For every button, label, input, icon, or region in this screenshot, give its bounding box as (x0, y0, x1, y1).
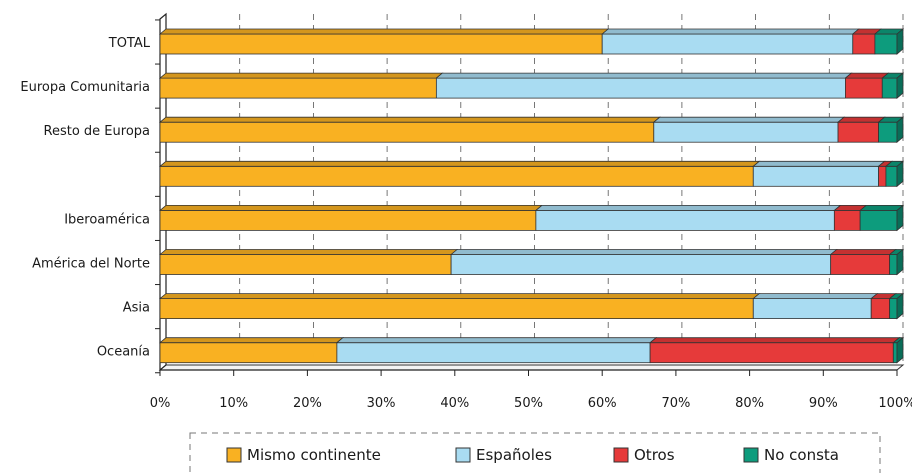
bar-segment (159, 254, 452, 275)
bar-segment-top (335, 337, 658, 344)
bar-end-side (896, 72, 904, 99)
bar-segment (878, 165, 887, 187)
bar-end-side (896, 160, 904, 188)
bar-segment-top (450, 249, 838, 255)
bar-segment (159, 342, 338, 364)
bar-segment-top (158, 249, 459, 255)
bar-segment (889, 298, 898, 320)
legend-swatch (613, 447, 629, 463)
bar-segment (859, 209, 898, 231)
bar-segment-top (752, 160, 886, 167)
bar-segment-top (752, 293, 879, 299)
bar-segment (833, 209, 861, 231)
bar-segment (837, 121, 879, 143)
category-label: Oceanía (97, 345, 150, 360)
bar-segment (159, 209, 537, 231)
bar-segment (159, 121, 655, 143)
bar-segment (752, 165, 879, 187)
bar-segment (878, 121, 898, 143)
bar-end-side (896, 116, 904, 144)
x-tick-label: 40% (440, 396, 469, 411)
bar-segment-top (649, 337, 901, 344)
bar-segment-top (534, 205, 842, 211)
bar-segment (159, 298, 754, 320)
legend-box (189, 432, 881, 473)
x-tick-label: 0% (150, 396, 171, 411)
bar-segment-top (158, 337, 344, 344)
bar-segment-top (435, 72, 853, 79)
plot-left-wall (159, 12, 167, 372)
category-label: Resto de Europa (44, 124, 150, 139)
legend-label: No consta (764, 446, 839, 464)
x-tick-label: 20% (293, 396, 322, 411)
x-tick-label: 50% (514, 396, 543, 411)
bar-segment-top (158, 205, 543, 211)
bar-segment (159, 77, 437, 99)
legend-swatch (226, 447, 242, 463)
x-tick-label: 70% (661, 396, 690, 411)
x-tick-label: 90% (809, 396, 838, 411)
bar-segment (892, 342, 898, 364)
bar-segment (752, 298, 872, 320)
bar-segment (649, 342, 894, 364)
bar-segment (159, 165, 754, 187)
x-tick-label: 10% (219, 396, 248, 411)
bar-segment (852, 33, 876, 55)
category-label: Europa Comunitaria (20, 80, 150, 95)
bar-segment-top (836, 116, 886, 123)
bar-segment-top (158, 116, 661, 123)
bar-segment (450, 254, 832, 275)
legend-swatch (743, 447, 759, 463)
bar-end-side (896, 248, 904, 276)
bar-segment-top (652, 116, 846, 123)
bar-segment-top (829, 249, 897, 255)
x-tick-label: 80% (735, 396, 764, 411)
bar-segment-top (601, 28, 860, 35)
bar-segment (336, 342, 651, 364)
bar-segment (435, 77, 846, 99)
bar-end-side (896, 336, 904, 364)
x-tick-label: 60% (588, 396, 617, 411)
category-label: América del Norte (32, 257, 150, 272)
x-tick-label: 30% (367, 396, 396, 411)
bar-end-side (896, 28, 904, 55)
legend-label: Mismo continente (247, 446, 381, 464)
category-label: Asia (123, 301, 150, 316)
category-label: Iberoamérica (64, 212, 150, 227)
bar-segment-top (158, 293, 761, 299)
bar-segment (881, 77, 898, 99)
bar-segment-top (158, 160, 761, 167)
bar-segment (159, 33, 603, 55)
x-tick-label: 100% (878, 396, 912, 411)
bar-segment-top (844, 72, 890, 79)
legend-swatch (455, 447, 471, 463)
bar-end-side (896, 204, 904, 232)
bar-segment (889, 254, 898, 275)
bar-segment (870, 298, 891, 320)
bar-segment (845, 77, 883, 99)
bar-segment (601, 33, 854, 55)
bar-segment-top (158, 28, 610, 35)
legend-label: Otros (634, 446, 675, 464)
bar-segment (653, 121, 839, 143)
bar-segment-top (859, 205, 905, 211)
bar-end-side (896, 292, 904, 320)
legend-label: Españoles (476, 446, 552, 464)
bar-segment-top (158, 72, 444, 79)
bar-segment (535, 209, 835, 231)
bar-segment (885, 165, 898, 187)
bar-segment (874, 33, 898, 55)
bar-segment (830, 254, 891, 275)
category-label: TOTAL (108, 36, 151, 51)
plot-floor (158, 364, 905, 371)
